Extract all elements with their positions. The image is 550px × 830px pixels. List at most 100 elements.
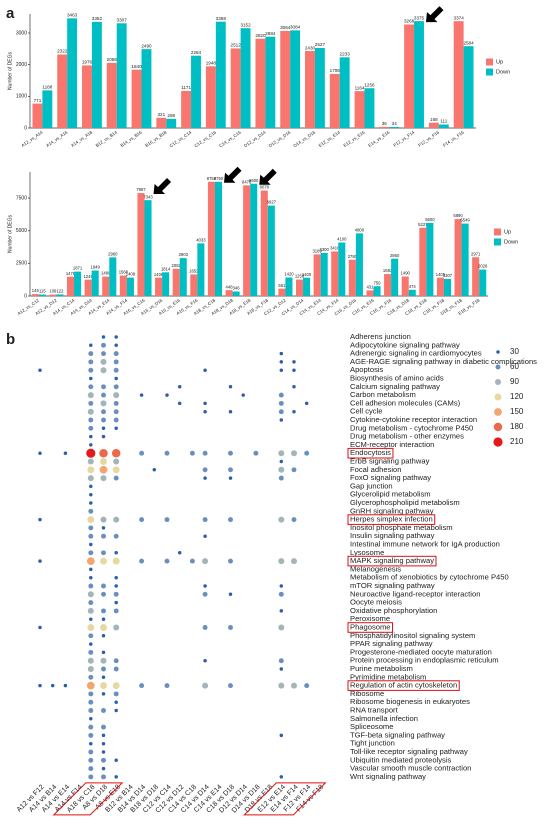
bar (191, 55, 201, 128)
pathway-label: ECM-receptor interaction (350, 440, 434, 449)
dot (278, 466, 285, 473)
bar (267, 205, 275, 296)
value-label: 5549 (460, 218, 470, 223)
dot (88, 384, 94, 390)
dot (113, 400, 119, 406)
bar (389, 126, 400, 128)
dot (101, 351, 106, 357)
value-label: 8750 (214, 176, 224, 181)
dot (113, 658, 119, 664)
dot (89, 376, 93, 381)
pathway-label: Endocytosis (350, 448, 391, 457)
bar (401, 276, 409, 296)
dot (113, 533, 119, 539)
dot (278, 591, 284, 597)
value-label: 2056 (107, 57, 118, 62)
highlight-box (347, 680, 460, 691)
dot (113, 624, 120, 631)
dot (100, 624, 107, 631)
pathway-label: Intestinal immune network for IgA produc… (350, 540, 500, 549)
dot (88, 508, 94, 514)
x-tick-label: D12_vs_D14 (243, 129, 267, 148)
highlight-box (347, 622, 394, 633)
value-label: 8476 (242, 179, 252, 184)
dot (228, 683, 233, 689)
dot (63, 683, 68, 688)
dot (87, 665, 94, 673)
dot (228, 476, 233, 480)
pathway-label: Phosphatidylinositol signaling system (350, 631, 475, 640)
dot (101, 392, 106, 398)
dot (279, 667, 284, 671)
value-label: 1814 (161, 266, 171, 271)
dot (100, 682, 107, 690)
dot (88, 359, 94, 365)
dot (100, 458, 107, 465)
pathway-label: Progesterone-mediated oocyte maturation (350, 647, 492, 656)
pathway-label: Tight junction (350, 739, 395, 748)
dot (101, 675, 106, 680)
pathway-label: MAPK signaling pathway (350, 556, 434, 565)
bar (74, 271, 82, 296)
dot (101, 583, 106, 589)
dot (228, 385, 233, 389)
dot (50, 683, 55, 688)
dot (228, 592, 233, 597)
bar (419, 227, 427, 296)
dot (304, 683, 310, 689)
pathway-label: Drug metabolism - other enzymes (350, 432, 464, 441)
value-label: 1400 (302, 272, 312, 277)
dot (228, 517, 233, 523)
bar (314, 47, 325, 128)
dot (203, 409, 207, 414)
value-label: 1171 (181, 85, 191, 90)
dot (88, 400, 94, 406)
dot (279, 775, 284, 779)
dot (278, 682, 285, 689)
legend-label: 210 (510, 437, 524, 446)
dot (177, 385, 182, 389)
value-label: 5227 (418, 222, 428, 227)
dot (38, 625, 42, 630)
bar (250, 183, 258, 296)
dot (100, 358, 107, 365)
bar (126, 277, 134, 296)
dot (228, 558, 233, 564)
dot (38, 517, 42, 522)
pathway-label: Calcium signaling pathway (350, 382, 440, 391)
bar (280, 30, 291, 128)
x-tick-label: B16_vs_B18 (144, 129, 168, 148)
x-tick-label: A14_vs_A16 (45, 129, 69, 148)
dot (88, 367, 94, 373)
value-label: 2820 (255, 33, 266, 38)
dot (88, 732, 94, 738)
dot (228, 409, 233, 414)
dot (101, 733, 106, 738)
dot (113, 359, 119, 365)
dot (152, 468, 157, 472)
dot (202, 625, 208, 630)
dot (241, 393, 245, 397)
value-label: 3307 (117, 17, 128, 22)
value-label: 1568 (119, 270, 129, 275)
dot (101, 533, 106, 539)
dot (101, 417, 106, 423)
bar (67, 18, 78, 128)
bar (305, 51, 315, 128)
pathway-label: Metabolism of xenobiotics by cytochrome … (350, 573, 509, 582)
bar (141, 49, 152, 128)
dot (101, 708, 106, 713)
bar (57, 54, 68, 128)
dot (100, 367, 107, 374)
dot (253, 450, 259, 456)
dot (202, 558, 209, 565)
value-label: 2903 (179, 252, 189, 257)
x-tick-label: D12_vs_D16 (268, 129, 292, 148)
pathway-label: Oxidative phosphorylation (350, 606, 437, 615)
value-label: 8078 (260, 185, 270, 190)
dot (112, 557, 120, 565)
bar (355, 233, 363, 296)
dot (164, 683, 170, 689)
dot (278, 516, 285, 523)
dot (38, 559, 42, 563)
